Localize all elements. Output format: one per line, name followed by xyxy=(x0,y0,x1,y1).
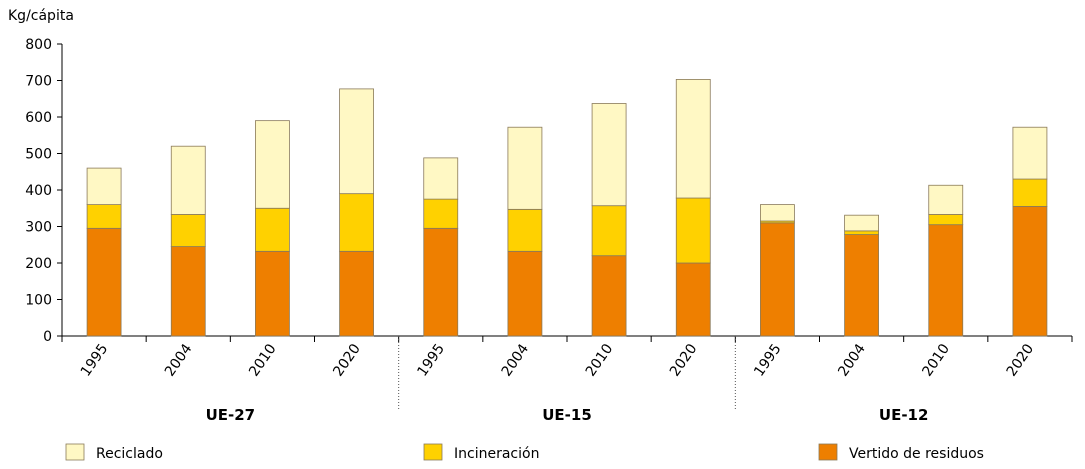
legend-swatch xyxy=(423,443,443,461)
bar-segment xyxy=(928,184,964,215)
bar-segment xyxy=(928,214,964,226)
bar-segment xyxy=(507,250,543,337)
bar-segment xyxy=(844,230,879,235)
y-tick-label: 700 xyxy=(25,74,52,90)
plot-area: 0 100 200 300 400 500 600 700 800 1995 2004 2010 202… xyxy=(25,37,1073,424)
x-tick-label: 1995 xyxy=(414,341,448,379)
y-tick-label: 600 xyxy=(25,110,52,126)
y-axis-label: Kg/cápita xyxy=(8,8,74,24)
bar-segment xyxy=(507,208,543,252)
y-tick-label: 800 xyxy=(25,37,52,53)
y-tick-label: 300 xyxy=(25,220,52,236)
legend-label: Incineración xyxy=(454,446,539,462)
y-tick-label: 0 xyxy=(43,329,52,345)
x-tick-label: 2020 xyxy=(667,341,701,379)
bar-segment xyxy=(339,193,374,252)
legend-swatch xyxy=(65,443,85,461)
bar-segment xyxy=(928,224,964,337)
x-tick-label: 2020 xyxy=(1004,341,1038,379)
bar-segment xyxy=(86,167,122,206)
bar-segment xyxy=(760,204,795,222)
bar-segment xyxy=(339,88,374,195)
bar-segment xyxy=(339,250,374,337)
bar-segment xyxy=(591,255,627,337)
x-tick-label: 2010 xyxy=(919,341,953,379)
x-tick-label: 2020 xyxy=(330,341,364,379)
group-label: UE-12 xyxy=(879,406,929,424)
bar-segment xyxy=(255,250,290,337)
bar-segment xyxy=(255,207,290,252)
bar-segment xyxy=(675,79,711,199)
legend-label: Vertido de residuos xyxy=(849,446,984,462)
bar-segment xyxy=(1012,126,1048,180)
x-tick-label: 1995 xyxy=(78,341,112,379)
bar-segment xyxy=(1012,178,1048,207)
x-tick-label: 2010 xyxy=(583,341,617,379)
x-tick-label: 2004 xyxy=(835,341,869,379)
bar-segment xyxy=(170,246,206,337)
bar-segment xyxy=(423,157,459,200)
bar-segment xyxy=(844,214,879,232)
bar-segment xyxy=(1012,206,1048,337)
y-tick-label: 500 xyxy=(25,147,52,163)
legend: Reciclado Incineración Vertido de residuos xyxy=(65,443,984,462)
x-tick-label: 2004 xyxy=(499,341,533,379)
bar-segment xyxy=(507,126,543,210)
bar-segment xyxy=(86,204,122,229)
y-tick-label: 200 xyxy=(25,256,52,272)
bar-segment xyxy=(86,227,122,337)
bar-segment xyxy=(170,214,206,247)
legend-label: Reciclado xyxy=(96,446,163,462)
x-tick-label: 2010 xyxy=(246,341,280,379)
x-tick-label: 1995 xyxy=(751,341,785,379)
y-tick-label: 100 xyxy=(25,293,52,309)
bar-segment xyxy=(844,234,879,337)
bar-segment xyxy=(170,145,206,215)
bar-segment xyxy=(255,120,290,209)
bar-segment xyxy=(423,198,459,229)
bar-segment xyxy=(591,103,627,207)
group-label: UE-15 xyxy=(542,406,592,424)
legend-swatch xyxy=(818,443,838,461)
bar-segment xyxy=(760,222,795,337)
x-tick-label: 2004 xyxy=(162,341,196,379)
bar-segment xyxy=(675,262,711,337)
bar-segment xyxy=(675,197,711,264)
y-tick-label: 400 xyxy=(25,183,52,199)
bar-segment xyxy=(591,205,627,257)
group-label: UE-27 xyxy=(206,406,256,424)
bar-segment xyxy=(423,227,459,337)
